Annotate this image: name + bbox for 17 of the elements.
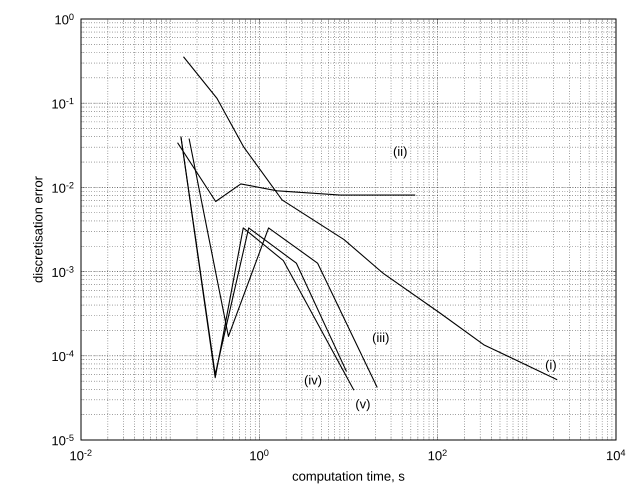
annotation: (v): [356, 398, 370, 412]
x-tick-label: 10$^{-2}$: [70, 450, 92, 460]
annotation: (iii): [372, 332, 389, 345]
y-tick-label: 10$^{-4}$: [52, 350, 74, 362]
x-axis-title: computation time, s: [292, 471, 404, 484]
annotation: (i): [546, 360, 556, 372]
annotation: (ii): [394, 146, 407, 159]
x-tick-label: 10$^{0}$: [250, 450, 268, 460]
y-tick-label: 10$^{0}$: [55, 14, 74, 24]
y-tick-label: 10$^{-1}$: [52, 98, 74, 109]
y-tick-label: 10$^{-5}$: [52, 434, 74, 446]
y-tick-label: 10$^{-3}$: [52, 266, 74, 278]
y-tick-label: 10$^{-2}$: [52, 182, 74, 193]
y-axis-title: discretisation error: [33, 176, 43, 282]
x-tick-label: 10$^{2}$: [428, 450, 447, 460]
annotation: (iv): [304, 375, 322, 388]
x-tick-label: 10$^{4}$: [606, 450, 626, 460]
